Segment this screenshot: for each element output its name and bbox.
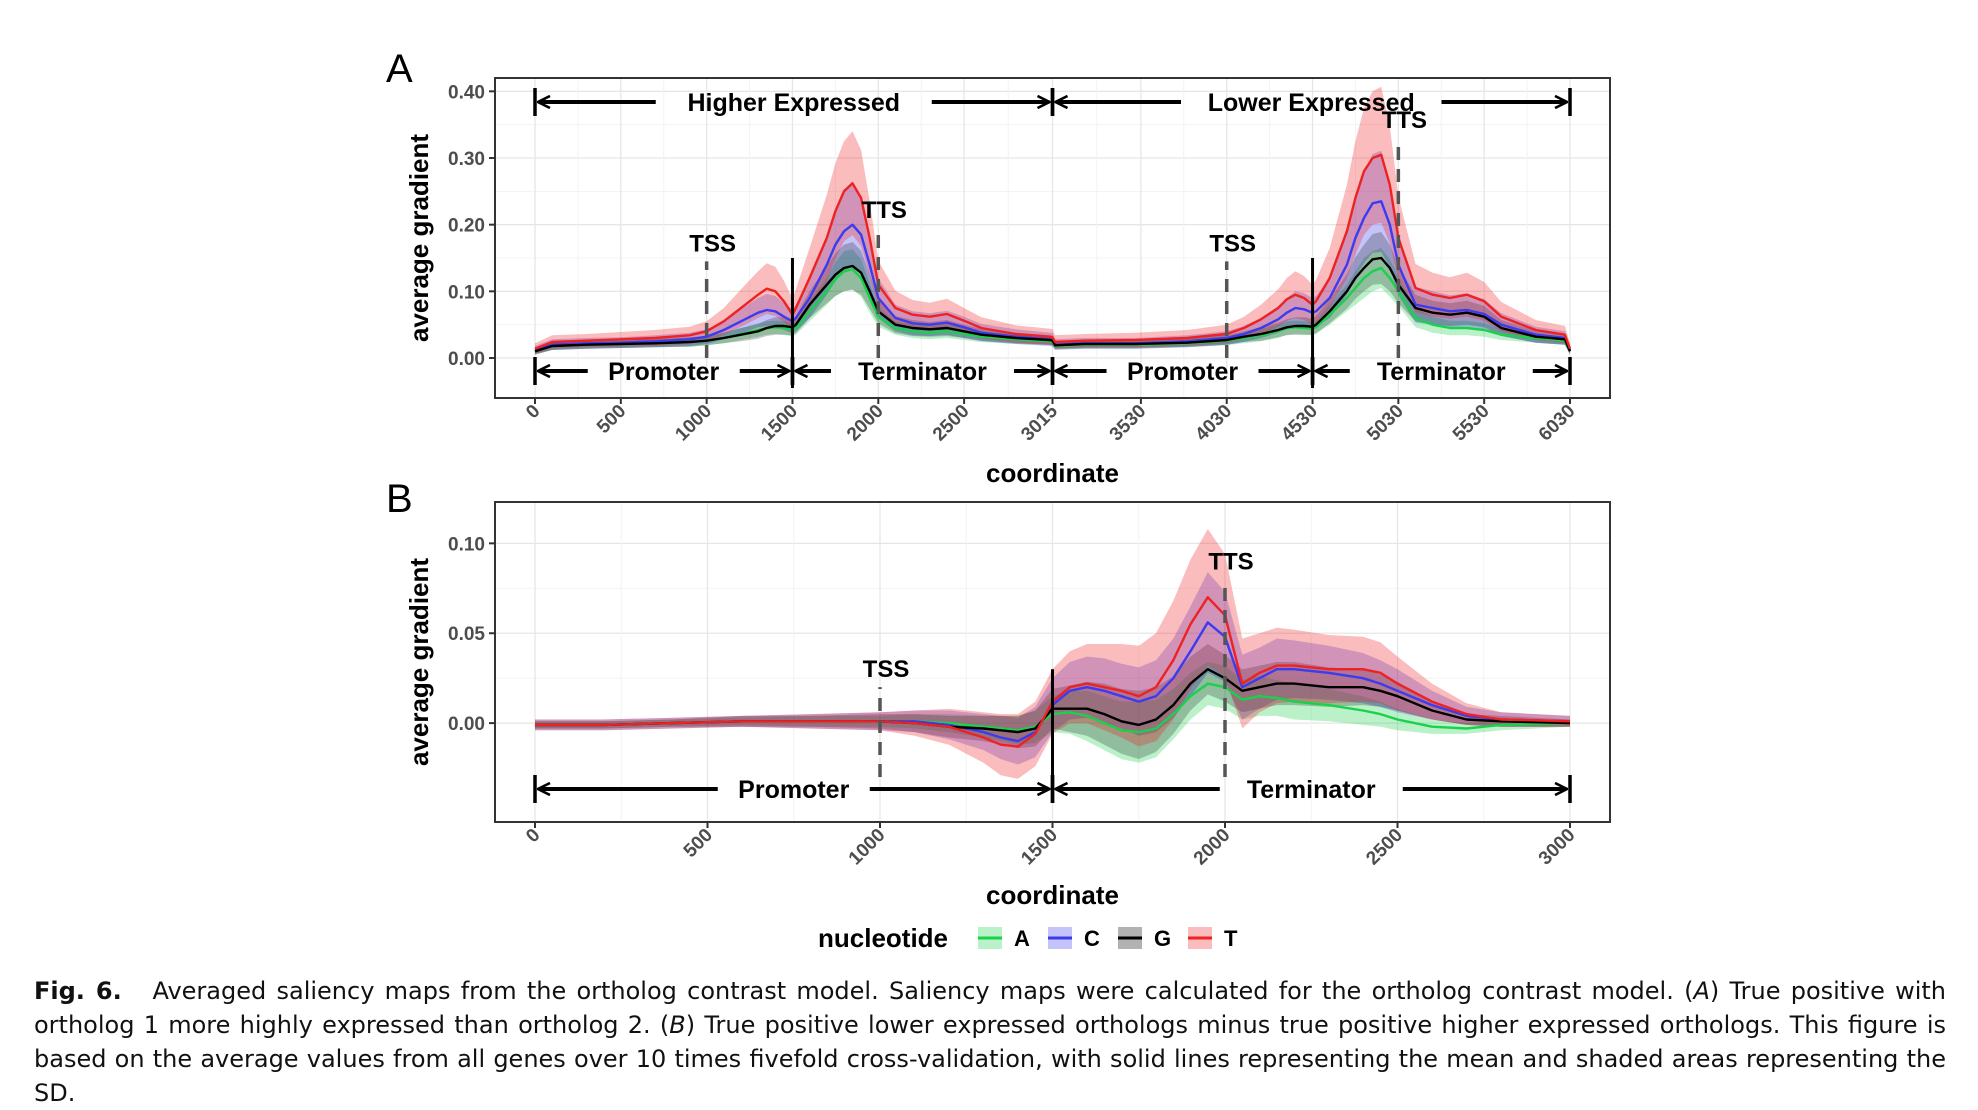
sd-band-C (535, 572, 1570, 765)
y-tick-label: 0.30 (448, 149, 485, 170)
x-tick-label: 2000 (1190, 825, 1235, 870)
legend-label-A: A (1014, 926, 1030, 951)
figure: A B TSS TTS TSS TTS Higher Expressed Lower Ex… (386, 47, 1611, 953)
marker-label-tss: TSS (863, 656, 910, 683)
x-tick-label: 3000 (1535, 825, 1580, 870)
marker-label-tts: TTS (862, 197, 907, 224)
panel-label-a: A (386, 47, 413, 91)
x-tick-label: 500 (680, 825, 717, 862)
series-line-T (535, 596, 1571, 748)
x-tick-label: 500 (593, 401, 630, 438)
y-tick-label: 0.20 (448, 216, 485, 237)
y-tick-label: 0.10 (448, 282, 485, 303)
x-tick-label: 1500 (1017, 825, 1062, 870)
x-tick-label: 5030 (1363, 401, 1408, 446)
x-tick-label: 2000 (843, 401, 888, 446)
caption-text-1: Averaged saliency maps from the ortholog… (152, 977, 1694, 1005)
y-tick-label: 0.00 (448, 714, 485, 735)
caption-text-3: ) True positive lower expressed ortholog… (34, 1011, 1947, 1107)
x-tick-label: 6030 (1535, 401, 1580, 446)
x-tick-label: 5530 (1449, 401, 1494, 446)
caption-panel-ref-a: A (1693, 977, 1710, 1005)
x-tick-label: 1500 (757, 401, 802, 446)
gene-region-label: Terminator (858, 358, 987, 386)
y-tick-label: 0.10 (448, 534, 485, 555)
expression-region-label: Lower Expressed (1208, 89, 1415, 117)
x-tick-label: 2500 (1362, 825, 1407, 870)
gene-region-label: Terminator (1377, 358, 1506, 386)
expression-region-label: Higher Expressed (687, 89, 900, 117)
x-tick-label: 2500 (929, 401, 974, 446)
y-tick-label: 0.00 (448, 349, 485, 370)
panel-a: TSS TTS TSS TTS Higher Expressed Lower Expres… (404, 77, 1611, 488)
x-tick-label: 0 (522, 825, 544, 847)
gene-region-label: Terminator (1247, 776, 1376, 804)
marker-label-tts: TTS (1208, 548, 1253, 575)
series-line-T (534, 153, 1572, 350)
x-tick-label: 0 (522, 401, 544, 423)
legend-label-G: G (1154, 926, 1171, 951)
x-tick-label: 4030 (1192, 401, 1237, 446)
gene-region-label: Promoter (1127, 358, 1238, 386)
y-tick-label: 0.40 (448, 82, 485, 103)
legend: nucleotide A C G T (818, 923, 1238, 953)
legend-label-C: C (1084, 926, 1100, 951)
y-axis-title: average gradient (404, 134, 434, 342)
panel-label-b: B (386, 477, 413, 521)
caption-fig-label: Fig. 6. (34, 977, 122, 1005)
marker-label-tss: TSS (1209, 230, 1256, 257)
panel-b: TSS TTS Promoter Terminator 0.00 0.05 0.10 0 500… (404, 501, 1611, 910)
x-tick-label: 1000 (845, 825, 890, 870)
legend-label-T: T (1224, 926, 1238, 951)
x-tick-label: 4530 (1277, 401, 1322, 446)
series-line-G (534, 256, 1572, 353)
caption-text-2: ) True positive with ortholog 1 more hig… (34, 977, 1947, 1039)
marker-label-tss: TSS (689, 230, 736, 257)
x-tick-label: 1000 (671, 401, 716, 446)
y-tick-label: 0.05 (448, 624, 485, 645)
x-axis-title: coordinate (986, 458, 1119, 488)
sd-band-T (535, 529, 1570, 779)
gene-region-label: Promoter (608, 358, 719, 386)
x-tick-label: 3015 (1017, 400, 1062, 445)
x-tick-label: 3530 (1106, 401, 1151, 446)
caption-panel-ref-b: B (669, 1011, 686, 1039)
gene-region-label: Promoter (738, 776, 849, 804)
figure-caption: Fig. 6. Averaged saliency maps from the … (34, 974, 1946, 1110)
marker-label-tts: TTS (1382, 107, 1427, 134)
x-axis-title: coordinate (986, 880, 1119, 910)
legend-title: nucleotide (818, 923, 948, 953)
y-axis-title: average gradient (404, 558, 434, 766)
